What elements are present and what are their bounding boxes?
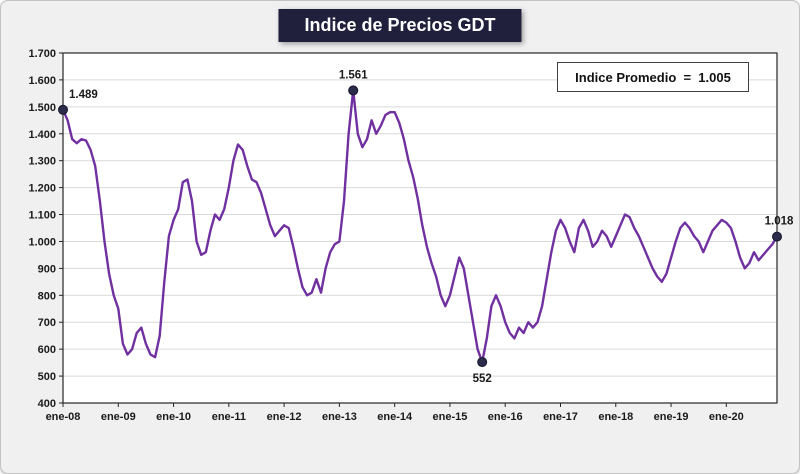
y-axis-label: 1.200 (28, 183, 56, 195)
x-axis-label: ene-16 (488, 411, 523, 423)
y-axis-label: 1.100 (28, 210, 56, 222)
legend-text: Indice Promedio = 1.005 (575, 69, 731, 85)
data-point-marker (477, 357, 488, 368)
y-axis-label: 1.000 (28, 236, 56, 248)
x-axis-label: ene-19 (654, 411, 689, 423)
x-axis-label: ene-10 (156, 411, 191, 423)
data-point-annotation: 1.561 (339, 69, 368, 81)
x-axis-label: ene-13 (322, 411, 357, 423)
x-axis-label: ene-17 (543, 411, 578, 423)
x-axis-label: ene-20 (709, 411, 744, 423)
y-axis-label: 500 (38, 371, 56, 383)
x-axis-label: ene-12 (267, 411, 302, 423)
price-index-line (61, 89, 779, 364)
y-axis-label: 1.300 (28, 156, 56, 168)
data-point-annotation: 1.489 (69, 89, 98, 101)
data-point-marker (58, 104, 68, 115)
data-point-annotation: 1.018 (765, 216, 794, 228)
x-axis-label: ene-18 (598, 411, 633, 423)
y-axis-label: 900 (38, 263, 56, 275)
y-axis-label: 1.600 (28, 75, 56, 87)
x-axis-label: ene-09 (101, 411, 136, 423)
plot-area (63, 53, 777, 403)
legend-box: Indice Promedio = 1.005 (557, 62, 749, 92)
y-axis-label: 1.700 (28, 48, 56, 60)
plot-border (62, 52, 778, 404)
data-point-annotation: 552 (473, 373, 492, 385)
y-axis-label: 700 (38, 317, 56, 329)
x-axis-label: ene-15 (433, 411, 468, 423)
data-point-marker (348, 85, 359, 96)
data-point-marker (772, 231, 782, 242)
y-axis-label: 1.400 (28, 129, 56, 141)
y-axis-label: 400 (38, 398, 56, 410)
x-axis-label: ene-14 (377, 411, 413, 423)
y-axis-label: 600 (38, 344, 56, 356)
y-axis-label: 1.500 (28, 102, 56, 114)
x-axis-label: ene-11 (212, 411, 246, 423)
x-axis-label: ene-08 (46, 411, 81, 423)
page-title: Indice de Precios GDT (278, 9, 522, 42)
y-axis-label: 800 (38, 290, 56, 302)
